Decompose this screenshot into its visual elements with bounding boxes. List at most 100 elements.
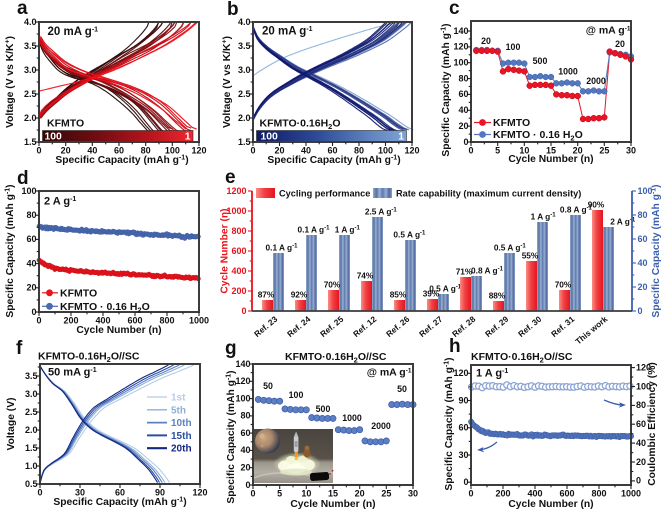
svg-text:Specific Capacity (mAh g-1): Specific Capacity (mAh g-1) <box>444 357 455 490</box>
svg-text:40: 40 <box>458 105 468 115</box>
svg-text:100: 100 <box>289 390 304 400</box>
svg-text:500: 500 <box>533 56 548 66</box>
svg-text:120: 120 <box>404 146 419 156</box>
svg-text:20: 20 <box>481 36 491 46</box>
svg-text:60: 60 <box>327 146 337 156</box>
svg-text:Cycle Number (n): Cycle Number (n) <box>220 208 231 293</box>
svg-text:20: 20 <box>61 146 71 156</box>
svg-text:b: b <box>227 0 239 20</box>
svg-text:1000: 1000 <box>226 206 246 216</box>
svg-text:50: 50 <box>263 381 273 391</box>
svg-text:800: 800 <box>591 489 606 499</box>
svg-text:KFMTO · 0.16 H2O: KFMTO · 0.16 H2O <box>60 301 150 315</box>
svg-text:60: 60 <box>26 234 36 244</box>
svg-text:Voltage (V): Voltage (V) <box>6 397 17 450</box>
svg-text:60: 60 <box>458 423 468 433</box>
svg-text:Specific Capacity (mAh g-1): Specific Capacity (mAh g-1) <box>651 184 662 317</box>
svg-text:800: 800 <box>159 316 174 326</box>
svg-text:120: 120 <box>191 146 206 156</box>
svg-text:c: c <box>449 0 460 19</box>
svg-text:2.5: 2.5 <box>24 89 37 99</box>
svg-text:d: d <box>17 168 29 189</box>
svg-text:10: 10 <box>301 489 311 499</box>
svg-text:20: 20 <box>240 463 250 473</box>
svg-text:0: 0 <box>37 488 42 498</box>
svg-text:KFMTO·0.16H2O: KFMTO·0.16H2O <box>260 118 341 132</box>
svg-text:2.0: 2.0 <box>25 425 38 435</box>
svg-text:Cycling performance: Cycling performance <box>279 189 370 199</box>
svg-text:70%: 70% <box>324 280 341 290</box>
svg-text:0: 0 <box>31 307 36 317</box>
svg-text:80: 80 <box>26 210 36 220</box>
svg-text:3.0: 3.0 <box>238 65 251 75</box>
svg-text:20: 20 <box>615 39 625 49</box>
svg-text:80: 80 <box>458 73 468 83</box>
svg-text:40: 40 <box>636 438 646 448</box>
svg-text:200: 200 <box>495 489 510 499</box>
svg-text:100: 100 <box>165 146 180 156</box>
svg-text:1.0: 1.0 <box>25 461 38 471</box>
svg-text:100: 100 <box>261 132 279 143</box>
svg-text:e: e <box>225 167 236 188</box>
svg-text:100: 100 <box>378 146 393 156</box>
svg-text:1st: 1st <box>171 393 186 404</box>
svg-text:2000: 2000 <box>371 421 391 431</box>
svg-text:10th: 10th <box>171 418 192 429</box>
svg-text:20 mA g-1: 20 mA g-1 <box>262 26 313 38</box>
svg-text:800: 800 <box>231 226 246 236</box>
svg-text:40: 40 <box>638 258 648 268</box>
svg-text:20 mA g-1: 20 mA g-1 <box>48 26 99 38</box>
svg-text:@ mA g-1: @ mA g-1 <box>367 367 412 379</box>
svg-text:0: 0 <box>463 477 468 487</box>
svg-text:0: 0 <box>463 137 468 147</box>
svg-text:60: 60 <box>240 428 250 438</box>
svg-text:60: 60 <box>114 146 124 156</box>
svg-text:39%: 39% <box>423 289 440 299</box>
svg-text:KFMTO·0.16H2O//SC: KFMTO·0.16H2O//SC <box>285 351 387 365</box>
svg-text:1 A g-1: 1 A g-1 <box>335 225 361 235</box>
svg-text:20th: 20th <box>171 444 192 455</box>
svg-text:0: 0 <box>636 476 641 486</box>
svg-text:70%: 70% <box>555 280 572 290</box>
svg-text:Cycle Number (n): Cycle Number (n) <box>290 499 375 510</box>
svg-text:f: f <box>16 338 23 359</box>
svg-text:20: 20 <box>355 489 365 499</box>
svg-text:2.0: 2.0 <box>238 113 251 123</box>
svg-text:Specific Capacity (mAh g-1): Specific Capacity (mAh g-1) <box>5 184 16 317</box>
svg-text:60: 60 <box>115 488 125 498</box>
svg-text:15: 15 <box>546 146 556 156</box>
svg-text:100: 100 <box>453 58 468 68</box>
svg-text:80: 80 <box>354 146 364 156</box>
svg-text:0: 0 <box>36 316 41 326</box>
svg-text:400: 400 <box>95 316 110 326</box>
svg-text:Rate capability (maximum curre: Rate capability (maximum current density… <box>396 189 581 199</box>
svg-text:30: 30 <box>458 450 468 460</box>
svg-text:1.5: 1.5 <box>25 443 38 453</box>
svg-text:60: 60 <box>636 419 646 429</box>
svg-text:0.8 A g-1: 0.8 A g-1 <box>560 205 593 215</box>
svg-text:3.5: 3.5 <box>238 41 251 51</box>
svg-text:3.0: 3.0 <box>25 389 38 399</box>
svg-text:87%: 87% <box>258 290 275 300</box>
svg-text:5: 5 <box>277 489 282 499</box>
svg-text:600: 600 <box>231 246 246 256</box>
svg-text:1 A g-1: 1 A g-1 <box>531 212 557 222</box>
svg-text:1 A g-1: 1 A g-1 <box>476 368 508 380</box>
svg-text:0.8 A g-1: 0.8 A g-1 <box>471 266 504 276</box>
svg-text:90: 90 <box>458 395 468 405</box>
svg-text:@ mA g-1: @ mA g-1 <box>586 25 631 37</box>
svg-text:60: 60 <box>638 234 648 244</box>
svg-text:0: 0 <box>468 146 473 156</box>
svg-text:1000: 1000 <box>189 316 209 326</box>
svg-text:600: 600 <box>559 489 574 499</box>
svg-text:Cycle Number (n): Cycle Number (n) <box>508 154 593 165</box>
svg-text:Cycle Number (n): Cycle Number (n) <box>76 325 161 336</box>
svg-text:4.0: 4.0 <box>238 17 251 27</box>
svg-text:2.5 A g-1: 2.5 A g-1 <box>365 207 398 217</box>
svg-text:KFMTO · 0.16 H2O: KFMTO · 0.16 H2O <box>493 129 583 143</box>
svg-text:80: 80 <box>636 400 646 410</box>
svg-text:0: 0 <box>241 306 246 316</box>
svg-text:2.5: 2.5 <box>25 407 38 417</box>
svg-text:80: 80 <box>240 411 250 421</box>
svg-text:40: 40 <box>240 445 250 455</box>
